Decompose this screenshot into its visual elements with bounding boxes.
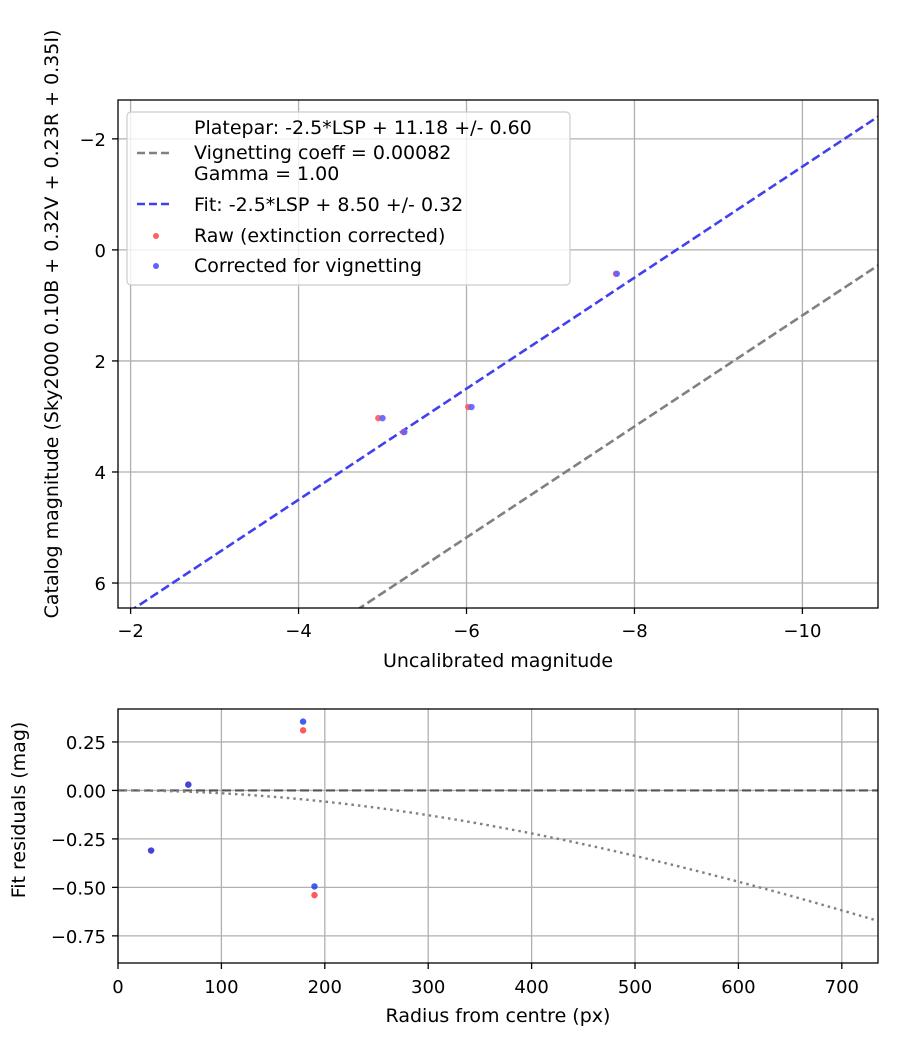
x-tick-label: 600 <box>721 977 755 998</box>
y-tick-label: −0.75 <box>51 927 106 948</box>
corrected-point <box>379 414 386 422</box>
corrected-point <box>401 428 408 436</box>
platepar-line <box>357 264 878 608</box>
x-tick-label: 0 <box>112 977 123 998</box>
calibration-plot-frame <box>117 99 879 609</box>
y-tick-label: −0.50 <box>51 878 106 899</box>
legend-vignetting-label: Vignetting coeff = 0.00082 <box>194 142 451 164</box>
x-tick-label: −2 <box>117 621 144 642</box>
x-tick-label: 500 <box>618 977 652 998</box>
y-tick-label: −2 <box>79 130 106 151</box>
corrected-point <box>613 270 621 277</box>
corrected-residual-point <box>147 847 155 854</box>
legend-gamma-label: Gamma = 1.00 <box>194 163 339 185</box>
y-tick-label: 2 <box>95 352 106 373</box>
x-tick-label: −4 <box>285 621 312 642</box>
y-tick-label: 0 <box>95 241 106 262</box>
x-tick-label: −6 <box>453 621 480 642</box>
corrected-residual-point <box>185 781 192 788</box>
x-tick-label: 700 <box>825 977 859 998</box>
legend-raw-marker <box>153 233 159 239</box>
legend-corrected-marker <box>153 263 159 269</box>
corrected-point <box>468 403 475 411</box>
fit-line <box>132 115 878 608</box>
calibration-x-axis-label: Uncalibrated magnitude <box>383 650 613 672</box>
raw-residual-point <box>299 727 307 734</box>
y-tick-label: 4 <box>95 463 106 484</box>
x-tick-label: 100 <box>204 977 238 998</box>
legend: Platepar: -2.5*LSP + 11.18 +/- 0.60 Vign… <box>126 111 571 286</box>
x-tick-label: −8 <box>621 621 648 642</box>
residuals-y-axis-label: Fit residuals (mag) <box>8 722 30 899</box>
legend-corrected-label: Corrected for vignetting <box>194 255 422 277</box>
calibration-plot: −2 −4 −6 −8 −10 −2 0 2 4 6 Uncalibrated magnitude… <box>41 30 879 672</box>
legend-platepar-label: Platepar: -2.5*LSP + 11.18 +/- 0.60 <box>194 117 532 139</box>
legend-box <box>126 111 571 286</box>
residuals-plot-grid <box>117 709 878 963</box>
legend-fit-label: Fit: -2.5*LSP + 8.50 +/- 0.32 <box>194 194 463 216</box>
residuals-plot-ticks: 0 100 200 300 400 500 600 700 0.25 0.00 −0.25 −0.50… <box>51 733 859 998</box>
corrected-residual-point <box>311 883 318 890</box>
calibration-plot-ticks: −2 −4 −6 −8 −10 −2 0 2 4 6 <box>79 130 821 642</box>
residuals-plot: 0 100 200 300 400 500 600 700 0.25 0.00 −0.25 −0.50… <box>8 708 879 1027</box>
calibration-y-axis-label: Catalog magnitude (Sky2000 0.10B + 0.32V… <box>41 30 63 619</box>
y-tick-label: 0.25 <box>66 733 106 754</box>
corrected-residual-point <box>299 718 307 725</box>
x-tick-label: 200 <box>308 977 342 998</box>
calibration-plot-lines <box>132 115 878 608</box>
x-tick-label: −10 <box>783 621 821 642</box>
calibration-plot-points <box>375 270 621 436</box>
vignetting-curve <box>118 789 878 923</box>
y-tick-label: −0.25 <box>51 830 106 851</box>
raw-residual-point <box>311 891 318 899</box>
y-tick-label: 0.00 <box>66 781 106 802</box>
x-tick-label: 300 <box>411 977 445 998</box>
x-tick-label: 400 <box>514 977 548 998</box>
residuals-plot-frame <box>117 708 879 964</box>
legend-raw-label: Raw (extinction corrected) <box>194 225 445 247</box>
residuals-plot-points <box>147 718 318 899</box>
residuals-x-axis-label: Radius from centre (px) <box>386 1005 611 1027</box>
residuals-plot-lines <box>118 789 878 923</box>
y-tick-label: 6 <box>95 574 106 595</box>
